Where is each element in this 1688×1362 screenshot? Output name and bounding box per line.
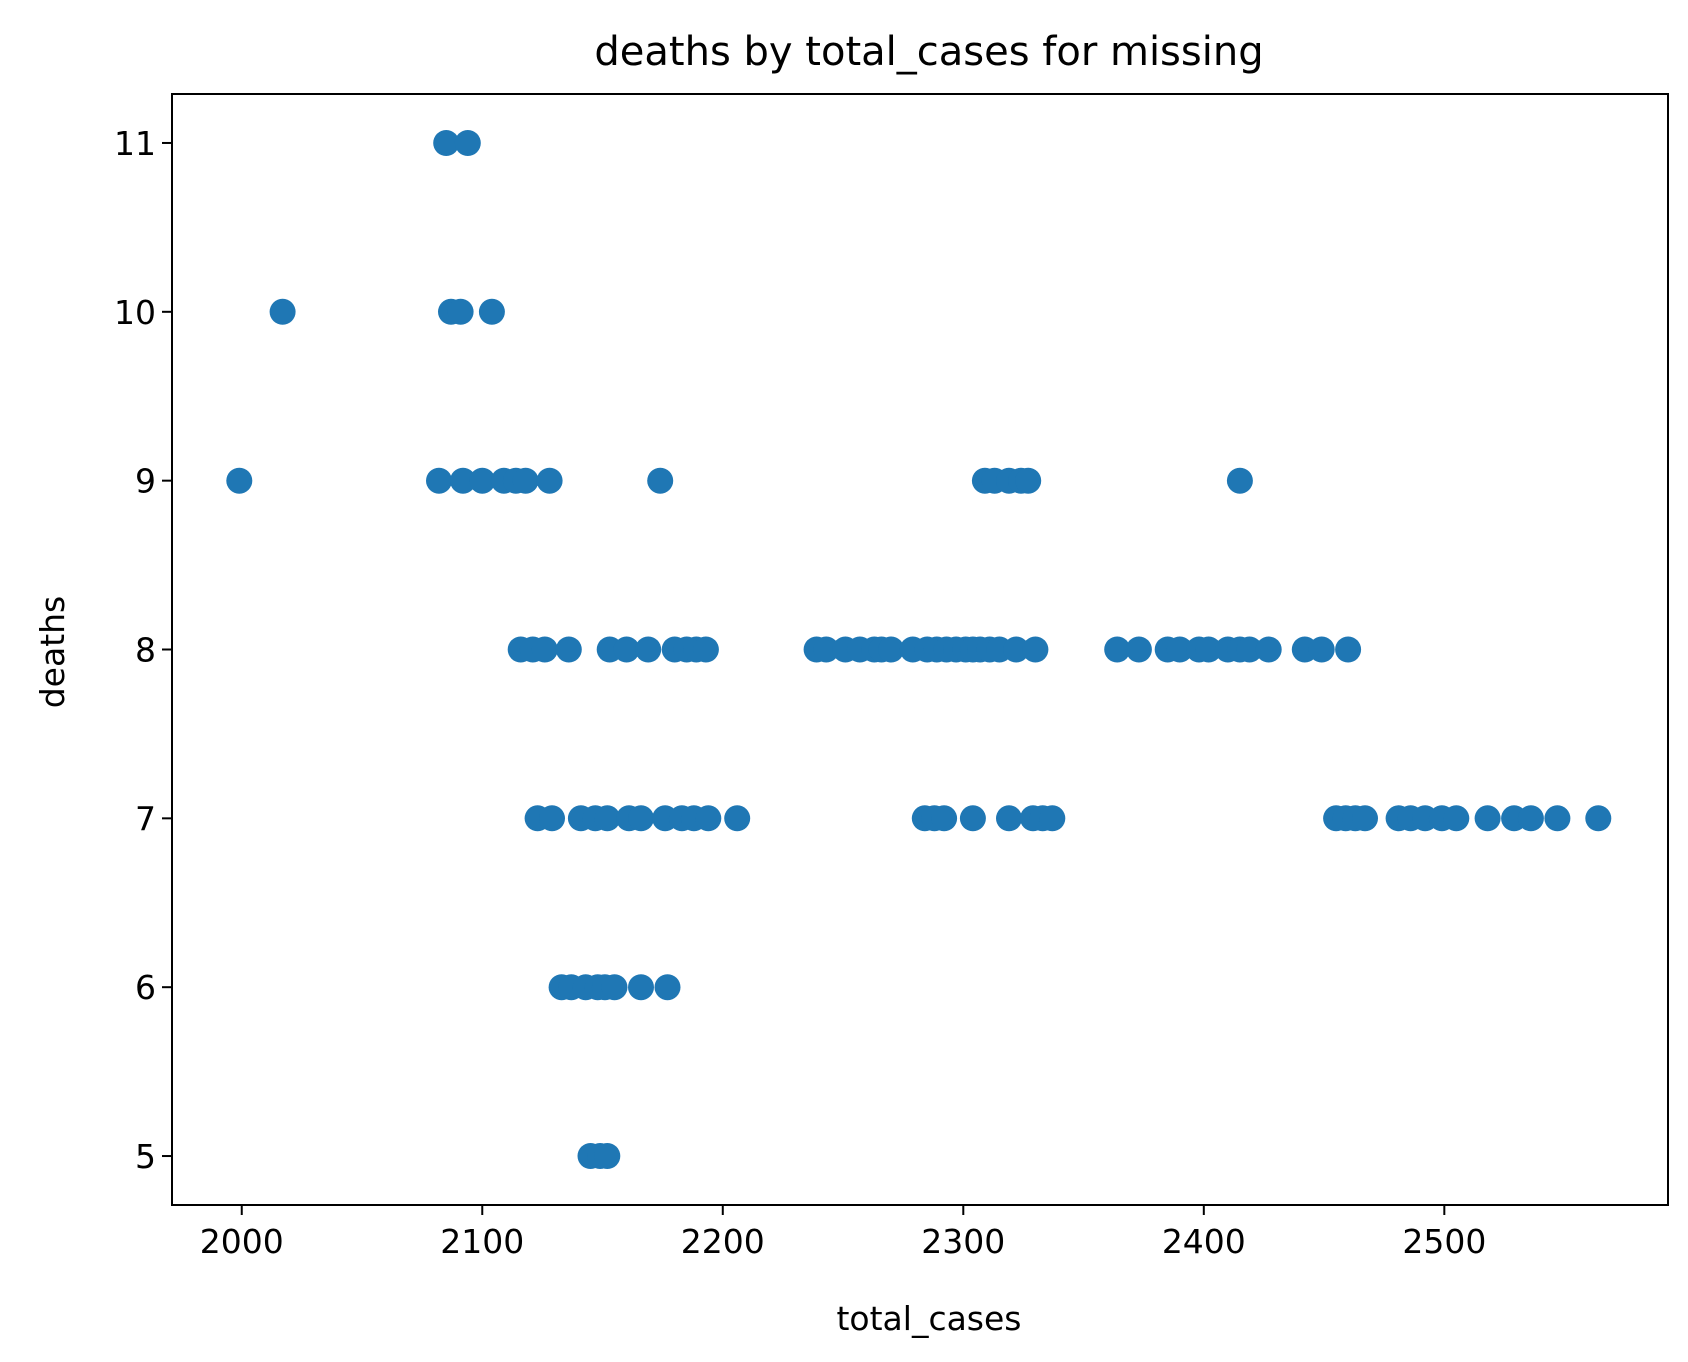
data-point-6 [478,298,505,325]
data-point-104 [628,974,654,1001]
data-point-33 [813,636,840,663]
data-point-54 [1166,636,1193,663]
y-tick-label-5: 10 [114,293,156,332]
data-point-105 [654,974,681,1001]
data-point-78 [931,805,958,832]
data-point-83 [1039,805,1066,832]
data-point-19 [1015,467,1042,494]
y-tick-label-2: 7 [135,799,156,838]
x-tick-label-5: 2500 [1402,1222,1486,1261]
data-point-9 [469,467,496,494]
data-point-103 [601,974,628,1001]
y-tick-label-1: 6 [135,968,156,1007]
data-point-80 [996,805,1022,832]
x-axis-ticks: 2000 2100 2200 2300 2400 2500 [200,1205,1486,1261]
data-point-52 [1125,636,1152,663]
data-point-7 [426,467,452,494]
data-point-20 [1226,467,1253,494]
data-point-92 [1443,805,1470,832]
x-tick-label-2: 2200 [681,1222,765,1261]
y-tick-label-6: 11 [114,124,156,163]
data-point-12 [512,467,539,494]
data-point-75 [724,805,751,832]
data-point-0 [226,467,253,494]
x-tick-label-4: 2400 [1162,1222,1246,1261]
data-point-59 [1236,636,1263,663]
y-tick-label-3: 8 [135,631,156,670]
data-point-27 [635,636,662,663]
data-point-70 [628,805,654,832]
x-tick-label-3: 2300 [921,1222,1005,1261]
data-point-62 [1308,636,1335,663]
data-point-93 [1474,805,1501,832]
data-point-24 [555,636,582,663]
data-point-79 [959,805,986,832]
chart-title: deaths by total_cases for missing [594,29,1263,75]
data-point-5 [447,298,474,325]
data-point-96 [1544,805,1571,832]
data-points [226,130,1612,1169]
data-point-108 [594,1143,621,1169]
data-point-38 [878,636,905,663]
data-point-65 [539,805,565,832]
data-point-60 [1255,636,1282,663]
x-tick-label-0: 2000 [200,1222,284,1261]
data-point-26 [613,636,640,663]
y-axis-label: deaths [33,596,72,709]
data-point-23 [531,636,558,663]
data-point-1 [269,298,296,325]
data-point-2 [433,130,460,156]
x-axis-label: total_cases [836,1299,1021,1338]
data-point-50 [1022,636,1049,663]
data-point-13 [536,467,563,494]
data-point-31 [692,636,719,663]
y-axis-ticks: 5 6 7 8 9 10 11 [114,124,172,1176]
data-point-68 [594,805,621,832]
data-point-95 [1517,805,1544,832]
data-point-3 [454,130,481,156]
data-point-97 [1585,805,1612,832]
y-tick-label-4: 9 [135,462,156,501]
y-tick-label-0: 5 [135,1137,156,1176]
data-point-87 [1352,805,1378,832]
data-point-8 [450,467,476,494]
data-point-49 [1003,636,1030,663]
data-point-63 [1335,636,1362,663]
data-point-51 [1104,636,1131,663]
data-point-14 [647,467,674,494]
x-tick-label-1: 2100 [440,1222,524,1261]
data-point-56 [1195,636,1222,663]
data-point-74 [695,805,722,832]
